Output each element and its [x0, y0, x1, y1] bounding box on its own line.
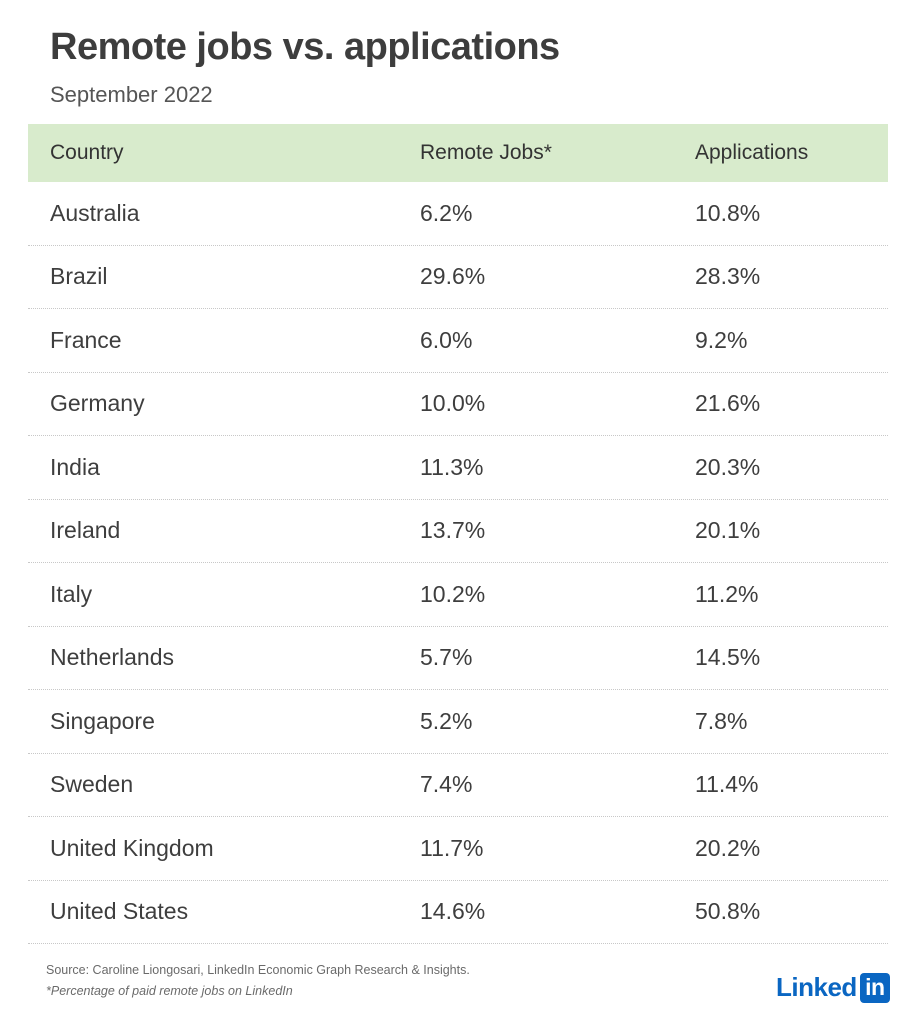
- cell-country: Germany: [50, 390, 145, 417]
- cell-country: United Kingdom: [50, 834, 214, 861]
- data-table: Country Remote Jobs* Applications Austra…: [28, 124, 888, 944]
- logo-in-box: in: [859, 972, 890, 1003]
- cell-country: Ireland: [50, 517, 121, 544]
- cell-country: Italy: [50, 580, 93, 607]
- page-subtitle: September 2022: [50, 82, 213, 107]
- cell-remote-jobs: 11.7%: [420, 834, 484, 861]
- cell-applications: 10.8%: [695, 199, 761, 226]
- cell-applications: 11.4%: [695, 771, 759, 798]
- cell-remote-jobs: 14.6%: [420, 898, 486, 925]
- cell-country: Brazil: [50, 263, 108, 290]
- header-remote-jobs: Remote Jobs*: [420, 141, 552, 164]
- source-note: Source: Caroline Liongosari, LinkedIn Ec…: [46, 963, 470, 977]
- table-row: Ireland 13.7% 20.1%: [28, 500, 888, 563]
- cell-remote-jobs: 11.3%: [420, 453, 484, 480]
- header-applications: Applications: [695, 141, 809, 164]
- cell-remote-jobs: 13.7%: [420, 517, 486, 544]
- cell-country: Netherlands: [50, 644, 175, 671]
- cell-applications: 9.2%: [695, 326, 748, 353]
- table-row: Australia 6.2% 10.8%: [28, 182, 888, 246]
- table-row: United States 14.6% 50.8%: [28, 881, 888, 944]
- logo-wordmark: Linked: [776, 972, 857, 1002]
- table-body: Australia 6.2% 10.8% Brazil 29.6% 28.3% France…: [28, 182, 888, 944]
- table-row: France 6.0% 9.2%: [28, 309, 888, 373]
- cell-applications: 28.3%: [695, 263, 761, 290]
- cell-country: Sweden: [50, 771, 134, 798]
- cell-country: United States: [50, 898, 189, 925]
- cell-applications: 7.8%: [695, 707, 748, 734]
- cell-country: India: [50, 453, 100, 480]
- cell-country: Australia: [50, 199, 140, 226]
- page-title: Remote jobs vs. applications: [50, 26, 560, 68]
- cell-applications: 20.1%: [695, 517, 761, 544]
- cell-applications: 14.5%: [695, 644, 761, 671]
- table-row: Germany 10.0% 21.6%: [28, 373, 888, 436]
- cell-remote-jobs: 29.6%: [420, 263, 486, 290]
- cell-remote-jobs: 7.4%: [420, 771, 473, 798]
- cell-remote-jobs: 5.7%: [420, 644, 473, 671]
- linkedin-logo: Linked in: [776, 972, 890, 1003]
- cell-applications: 20.3%: [695, 453, 761, 480]
- header-country: Country: [50, 141, 124, 164]
- cell-applications: 11.2%: [695, 580, 759, 607]
- table-row: Singapore 5.2% 7.8%: [28, 690, 888, 754]
- cell-applications: 50.8%: [695, 898, 761, 925]
- footnote: *Percentage of paid remote jobs on Linke…: [46, 984, 293, 998]
- cell-remote-jobs: 6.0%: [420, 326, 473, 353]
- table-row: United Kingdom 11.7% 20.2%: [28, 817, 888, 881]
- cell-applications: 20.2%: [695, 834, 761, 861]
- table-row: Italy 10.2% 11.2%: [28, 563, 888, 627]
- cell-remote-jobs: 10.2%: [420, 580, 486, 607]
- cell-applications: 21.6%: [695, 390, 761, 417]
- table-row: Sweden 7.4% 11.4%: [28, 754, 888, 817]
- cell-country: France: [50, 326, 122, 353]
- table-row: Netherlands 5.7% 14.5%: [28, 627, 888, 690]
- cell-remote-jobs: 10.0%: [420, 390, 486, 417]
- table-row: Brazil 29.6% 28.3%: [28, 246, 888, 309]
- cell-remote-jobs: 5.2%: [420, 707, 473, 734]
- table-header: Country Remote Jobs* Applications: [28, 124, 888, 182]
- cell-remote-jobs: 6.2%: [420, 199, 473, 226]
- cell-country: Singapore: [50, 707, 155, 734]
- table-row: India 11.3% 20.3%: [28, 436, 888, 500]
